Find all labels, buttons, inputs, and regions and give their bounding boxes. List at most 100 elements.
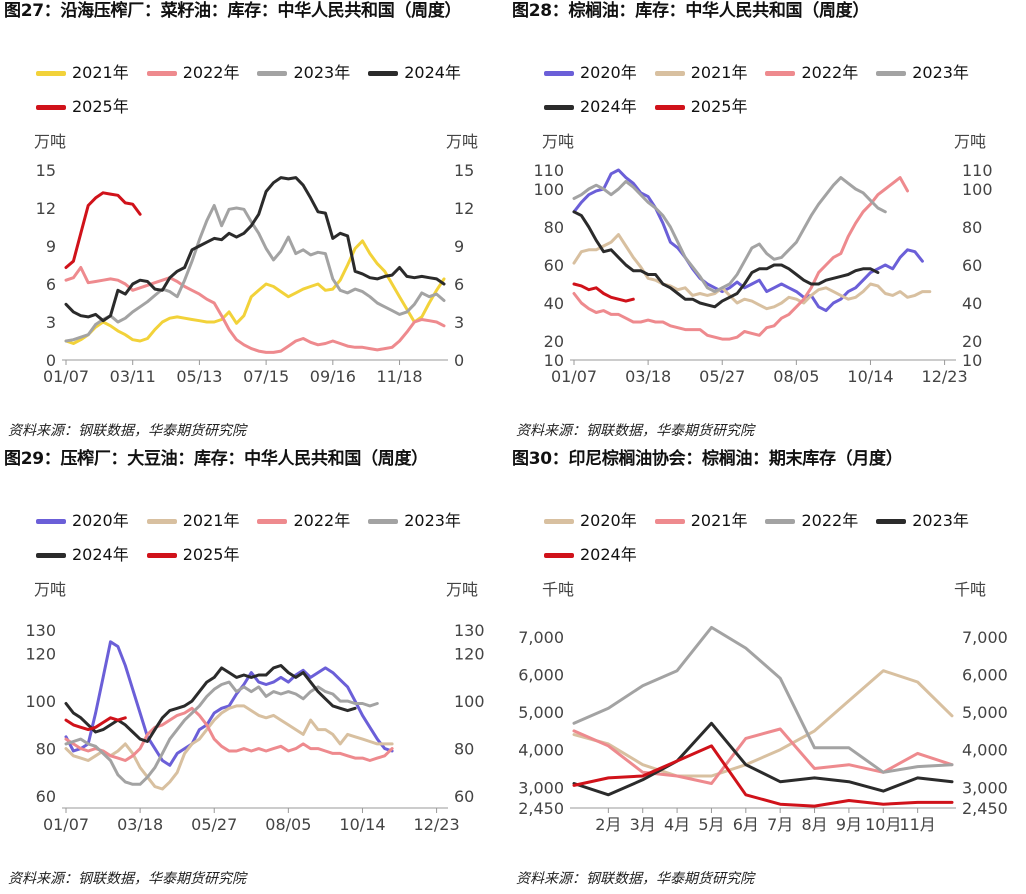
legend-swatch — [544, 71, 574, 76]
legend-swatch — [765, 519, 796, 524]
y-tick-label-left: 10 — [544, 351, 564, 370]
x-tick-label: 01/07 — [551, 367, 597, 386]
x-tick-label: 05/13 — [176, 367, 222, 386]
y-tick-label-right: 110 — [962, 161, 993, 180]
chart-legend: 2021年 2022年 2023年 2024年 2025年 — [36, 56, 496, 124]
legend-label: 2021年 — [72, 63, 129, 82]
y-tick-label-right: 15 — [454, 161, 474, 180]
legend-label: 2020年 — [580, 63, 637, 82]
legend-swatch — [876, 71, 907, 76]
legend-item: 2024年 — [544, 90, 637, 124]
y-tick-label-left: 2,450 — [518, 799, 564, 818]
legend-item: 2025年 — [146, 538, 240, 572]
x-tick-label: 8月 — [801, 815, 827, 834]
y-tick-label-left: 0 — [46, 351, 56, 370]
legend-item: 2021年 — [654, 504, 748, 538]
y-tick-label-right: 100 — [454, 692, 485, 711]
x-tick-label: 2月 — [595, 815, 621, 834]
series-line — [64, 680, 379, 786]
y-tick-label-left: 5,000 — [518, 703, 564, 722]
legend-item: 2023年 — [257, 56, 350, 90]
y-axis-unit-left: 万吨 — [34, 132, 67, 151]
legend-label: 2025年 — [182, 545, 240, 564]
legend-swatch — [544, 519, 574, 524]
y-tick-label-left: 15 — [36, 161, 56, 180]
y-tick-label-right: 60 — [962, 256, 982, 275]
y-tick-label-right: 9 — [454, 237, 464, 256]
y-tick-label-right: 2,450 — [962, 799, 1008, 818]
x-tick-label: 6月 — [733, 815, 759, 834]
legend-label: 2021年 — [690, 63, 748, 82]
y-tick-label-right: 5,000 — [962, 703, 1008, 722]
y-axis-unit-left: 万吨 — [542, 132, 575, 151]
y-tick-label-right: 80 — [454, 740, 474, 759]
source-note: 资料来源：钢联数据，华泰期货研究院 — [8, 871, 246, 887]
legend-label: 2022年 — [801, 63, 859, 82]
legend-swatch — [654, 105, 685, 110]
x-tick-label: 7月 — [767, 815, 793, 834]
x-tick-label: 11/18 — [376, 367, 422, 386]
legend-item: 2024年 — [368, 56, 461, 90]
legend-item: 2022年 — [257, 504, 350, 538]
y-tick-label-right: 130 — [454, 621, 485, 640]
legend-item: 2022年 — [765, 504, 858, 538]
y-tick-label-left: 6,000 — [518, 665, 564, 684]
series-line — [572, 727, 954, 785]
x-tick-label: 9月 — [836, 815, 862, 834]
chart-title: 图28：棕榈油：库存：中华人民共和国（周度） — [512, 1, 870, 21]
legend-swatch — [654, 519, 685, 524]
series-line — [572, 176, 887, 294]
legend-swatch — [654, 71, 685, 76]
y-axis-unit-left: 万吨 — [34, 580, 67, 599]
x-tick-label: 10月 — [865, 815, 901, 834]
legend-label: 2024年 — [580, 545, 637, 564]
series-line — [64, 704, 394, 791]
source-note: 资料来源：钢联数据，华泰期货研究院 — [516, 423, 754, 439]
legend-swatch — [257, 71, 288, 76]
y-tick-label-right: 3 — [454, 313, 464, 332]
legend-swatch — [36, 553, 66, 558]
chart-panel-27: 图27：沿海压榨厂：菜籽油：库存：中华人民共和国（周度） 2021年 2022年 2… — [4, 0, 509, 445]
x-tick-label: 03/18 — [117, 815, 163, 834]
y-tick-label-right: 120 — [454, 645, 485, 664]
series-line — [64, 664, 357, 743]
y-tick-label-left: 4,000 — [518, 741, 564, 760]
legend-label: 2023年 — [912, 511, 969, 530]
legend-item: 2024年 — [544, 538, 637, 572]
series-line — [64, 176, 446, 323]
x-tick-label: 01/07 — [43, 367, 89, 386]
y-tick-label-left: 60 — [544, 256, 564, 275]
legend-swatch — [876, 519, 907, 524]
y-tick-label-right: 4,000 — [962, 741, 1008, 760]
x-tick-label: 12/23 — [414, 815, 460, 834]
chart-title: 图30：印尼棕榈油协会：棕榈油：期末库存（月度） — [512, 449, 903, 469]
legend-label: 2024年 — [580, 97, 637, 116]
y-tick-label-left: 80 — [544, 218, 564, 237]
legend-swatch — [36, 105, 66, 110]
y-tick-label-right: 20 — [962, 332, 982, 351]
series-line — [572, 669, 954, 778]
x-tick-label: 11月 — [899, 815, 935, 834]
legend-label: 2020年 — [72, 511, 129, 530]
legend-label: 2023年 — [912, 63, 969, 82]
legend-swatch — [146, 553, 177, 558]
y-tick-label-left: 20 — [544, 332, 564, 351]
y-tick-label-right: 40 — [962, 294, 982, 313]
line-chart: 60 60 80 80 100 100 120 120 130 130 01/07 03/18 05/2… — [25, 621, 485, 834]
x-tick-label: 5月 — [698, 815, 724, 834]
line-chart: 2,450 2,450 3,000 3,000 4,000 4,000 5,000 5,000… — [518, 625, 1008, 834]
y-tick-label-left: 60 — [36, 787, 56, 806]
y-tick-label-left: 130 — [25, 621, 56, 640]
x-tick-label: 10/14 — [847, 367, 893, 386]
x-tick-label: 12/23 — [922, 367, 968, 386]
legend-label: 2021年 — [690, 511, 748, 530]
y-tick-label-left: 100 — [25, 692, 56, 711]
legend-label: 2023年 — [293, 63, 351, 82]
legend-item: 2022年 — [146, 56, 239, 90]
x-tick-label: 08/05 — [265, 815, 311, 834]
x-tick-label: 07/15 — [243, 367, 289, 386]
legend-swatch — [544, 105, 574, 110]
source-note: 资料来源：钢联数据，华泰期货研究院 — [8, 423, 246, 439]
legend-item: 2021年 — [36, 56, 129, 90]
